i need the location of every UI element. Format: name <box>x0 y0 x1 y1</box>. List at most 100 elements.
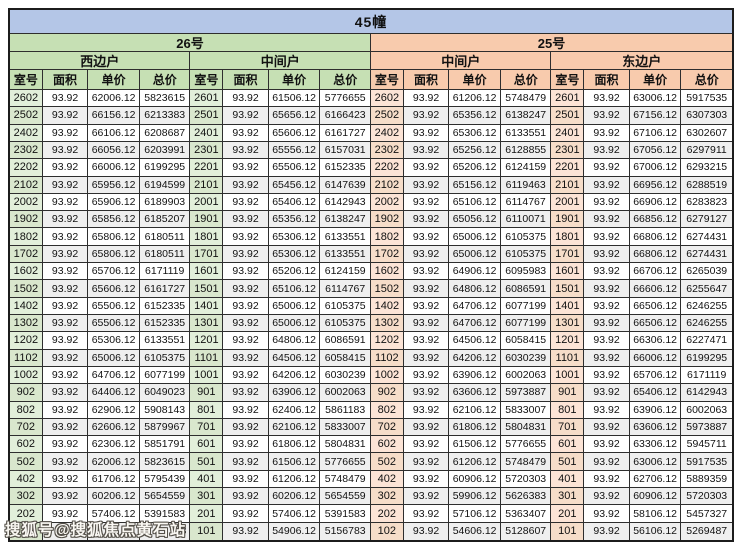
unit-price-cell: 66806.12 <box>629 228 682 246</box>
total-price-cell: 6246255 <box>681 314 732 333</box>
total-price-cell: 6227471 <box>681 332 732 350</box>
area-cell: 93.92 <box>42 211 89 229</box>
unit-price-cell: 66506.12 <box>629 314 682 333</box>
price-table: 45幢 26号 25号 西边户 中间户 中间户 东边户 室号 面积 单价 总价 室号 面积 单价 总价 室号… <box>8 8 734 542</box>
total-price-cell: 5804831 <box>320 436 371 454</box>
area-cell: 93.92 <box>403 314 450 333</box>
room-number-cell: 501 <box>551 453 585 471</box>
area-cell: 93.92 <box>223 401 269 419</box>
unit-price-cell: 65306.12 <box>88 332 140 350</box>
room-number-cell: 2601 <box>190 90 224 108</box>
total-price-cell: 5748479 <box>500 453 552 471</box>
total-price-cell: 5363407 <box>500 505 552 523</box>
area-cell: 93.92 <box>584 314 630 333</box>
room-number-cell: 302 <box>10 488 43 506</box>
total-price-cell: 6086591 <box>500 280 552 298</box>
unit-price-cell: 61706.12 <box>88 470 140 489</box>
room-number-cell: 2301 <box>551 141 585 160</box>
unit-type-header-3: 东边户 <box>551 52 732 70</box>
area-cell: 93.92 <box>403 366 450 385</box>
total-price-cell: 5391583 <box>139 505 191 523</box>
area-cell: 93.92 <box>223 453 269 471</box>
room-number-cell: 1601 <box>551 263 585 281</box>
total-price-cell: 6288519 <box>681 176 732 194</box>
total-price-cell: 6124159 <box>500 159 552 177</box>
total-price-cell: 5861183 <box>320 401 371 419</box>
area-cell: 93.92 <box>403 193 450 212</box>
area-cell: 93.92 <box>403 124 450 142</box>
unit-price-cell: 65406.12 <box>629 384 682 402</box>
area-cell: 93.92 <box>584 280 630 298</box>
room-number-cell: 1702 <box>10 245 43 264</box>
room-number-cell: 1302 <box>10 314 43 333</box>
unit-price-cell: 65106.12 <box>268 280 321 298</box>
room-number-cell: 2302 <box>10 141 43 160</box>
unit-price-cell: 57406.12 <box>88 505 140 523</box>
unit-price-cell: 65556.12 <box>268 141 321 160</box>
total-price-cell: 6133551 <box>320 245 371 264</box>
unit-price-cell: 62906.12 <box>88 401 140 419</box>
area-cell: 93.92 <box>584 193 630 212</box>
area-cell: 93.92 <box>584 349 630 367</box>
unit-price-cell: 67156.12 <box>629 107 682 125</box>
column-header-1-0: 室号 <box>190 70 224 90</box>
room-number-cell: 2601 <box>551 90 585 108</box>
area-cell: 93.92 <box>223 436 269 454</box>
unit-price-cell: 65706.12 <box>88 263 140 281</box>
total-price-cell: 5720303 <box>500 470 552 489</box>
area-cell: 93.92 <box>584 211 630 229</box>
column-header-1-3: 总价 <box>320 70 371 90</box>
room-number-cell: 201 <box>190 505 224 523</box>
column-header-0-0: 室号 <box>10 70 43 90</box>
unit-price-cell: 66856.12 <box>629 211 682 229</box>
area-cell: 93.92 <box>42 280 89 298</box>
total-price-cell: 6302607 <box>681 124 732 142</box>
unit-price-cell: 66506.12 <box>629 297 682 315</box>
area-cell: 93.92 <box>42 90 89 108</box>
unit-price-cell: 65506.12 <box>88 297 140 315</box>
total-price-cell: 5128607 <box>500 522 552 540</box>
area-cell: 93.92 <box>223 228 269 246</box>
total-price-cell: 6166423 <box>320 107 371 125</box>
total-price-cell: 6110071 <box>500 211 552 229</box>
unit-price-cell: 66706.12 <box>629 263 682 281</box>
room-number-cell: 601 <box>190 436 224 454</box>
room-number-cell: 2501 <box>551 107 585 125</box>
room-number-cell: 202 <box>370 505 404 523</box>
column-header-3-3: 总价 <box>681 70 732 90</box>
room-number-cell: 1001 <box>190 366 224 385</box>
room-number-cell: 1402 <box>10 297 43 315</box>
area-cell: 93.92 <box>223 384 269 402</box>
area-cell: 93.92 <box>584 263 630 281</box>
area-cell: 93.92 <box>223 488 269 506</box>
area-cell: 93.92 <box>584 384 630 402</box>
area-cell: 93.92 <box>42 228 89 246</box>
unit-price-cell: 58106.12 <box>629 505 682 523</box>
area-cell: 93.92 <box>584 505 630 523</box>
total-price-cell: 5917535 <box>681 453 732 471</box>
area-cell: 93.92 <box>42 436 89 454</box>
room-number-cell: 2402 <box>10 124 43 142</box>
area-cell: 93.92 <box>42 366 89 385</box>
area-cell: 93.92 <box>223 470 269 489</box>
total-price-cell: 6203991 <box>139 141 191 160</box>
area-cell <box>42 522 89 540</box>
unit-price-cell: 65606.12 <box>88 280 140 298</box>
room-number-cell: 1202 <box>10 332 43 350</box>
total-price-cell: 6058415 <box>320 349 371 367</box>
room-number-cell: 1201 <box>551 332 585 350</box>
area-cell: 93.92 <box>584 401 630 419</box>
area-cell: 93.92 <box>42 505 89 523</box>
total-price-cell: 5748479 <box>500 90 552 108</box>
total-price-cell: 6138247 <box>500 107 552 125</box>
area-cell: 93.92 <box>42 384 89 402</box>
area-cell: 93.92 <box>403 418 450 437</box>
room-number-cell: 102 <box>370 522 404 540</box>
unit-price-cell: 67006.12 <box>629 159 682 177</box>
total-price-cell: 6002063 <box>681 401 732 419</box>
area-cell: 93.92 <box>584 488 630 506</box>
total-price-cell: 6133551 <box>139 332 191 350</box>
room-number-cell: 2602 <box>370 90 404 108</box>
total-price-cell: 5269487 <box>681 522 732 540</box>
area-cell: 93.92 <box>42 141 89 160</box>
